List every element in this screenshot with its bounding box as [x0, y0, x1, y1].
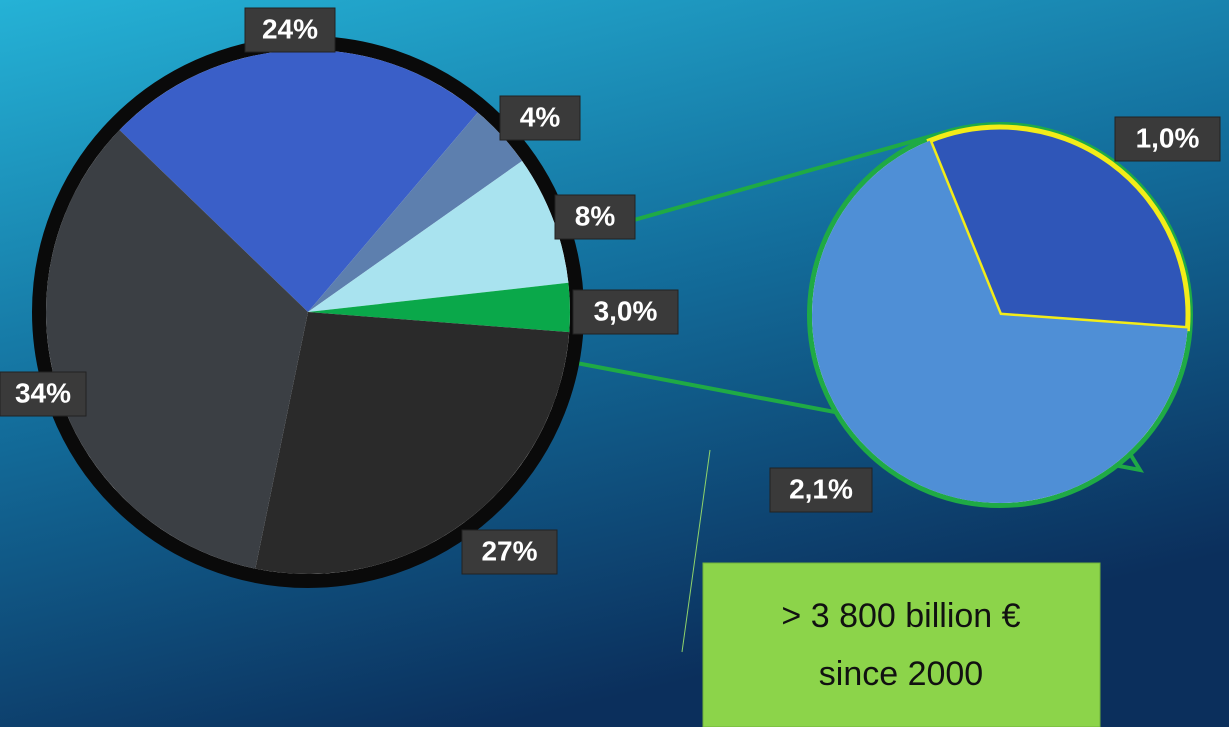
- value-label: 4%: [520, 101, 561, 132]
- pie-slice: [812, 140, 1188, 504]
- value-label: 27%: [481, 535, 537, 566]
- pie-slice: [308, 112, 523, 313]
- value-label-box: [1114, 116, 1221, 162]
- value-label: 2,1%: [789, 473, 853, 504]
- value-label: 8%: [575, 200, 616, 231]
- value-label-box: [554, 194, 636, 240]
- value-label: 34%: [15, 377, 71, 408]
- value-label-box: [244, 7, 336, 53]
- annotation: > 3 800 billion €: [781, 597, 1020, 635]
- value-label: 1,0%: [1136, 122, 1200, 153]
- connector-line: [681, 449, 711, 653]
- annotation: since 2000: [819, 655, 983, 693]
- value-label-box: [769, 467, 873, 513]
- pie-slice: [45, 129, 308, 569]
- pie-slice: [119, 50, 478, 312]
- value-label-box: [461, 529, 558, 575]
- value-label-box: [499, 95, 581, 141]
- pie-slice: [308, 160, 569, 312]
- pie-slice: [255, 312, 570, 575]
- value-label: 3,0%: [594, 295, 658, 326]
- value-label-box: [0, 371, 87, 417]
- pie-slice: [926, 124, 1191, 332]
- value-label: 24%: [262, 13, 318, 44]
- value-label-box: [572, 289, 679, 335]
- pie-slice: [308, 282, 570, 333]
- annotation-box: [702, 562, 1101, 728]
